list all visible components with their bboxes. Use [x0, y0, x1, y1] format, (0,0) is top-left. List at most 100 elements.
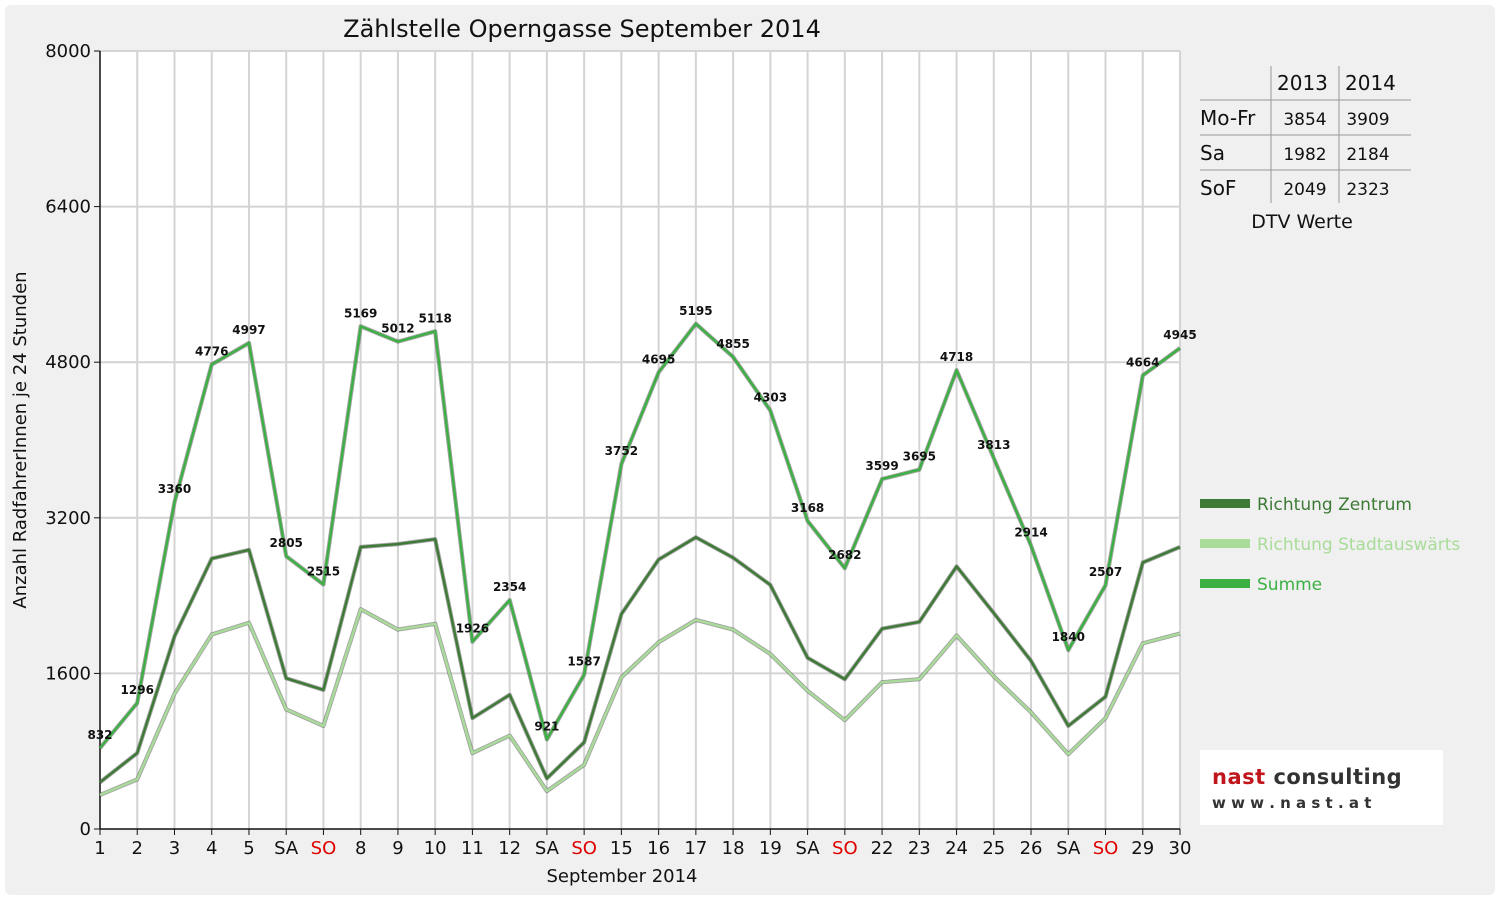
logo-word-nast: nast [1212, 765, 1266, 789]
x-tick-label: 25 [982, 838, 1005, 859]
logo-panel [1200, 750, 1443, 825]
series-line-0 [99, 536, 1181, 784]
chart-title: Zählstelle Operngasse September 2014 [343, 15, 821, 43]
plot-background [100, 51, 1180, 829]
x-tick-label: 24 [945, 838, 968, 859]
y-tick-label: 6400 [45, 197, 91, 218]
data-label: 2507 [1089, 565, 1122, 579]
data-label: 4303 [754, 391, 787, 405]
table-row-label: Mo-Fr [1200, 106, 1256, 130]
series-line-1 [99, 608, 1181, 797]
data-label: 3168 [791, 501, 824, 515]
x-tick-label: 22 [871, 838, 894, 859]
x-tick-label: 23 [908, 838, 931, 859]
table-cell: 2184 [1346, 145, 1389, 165]
data-label: 3695 [903, 450, 936, 464]
legend-swatch [1200, 579, 1250, 588]
x-tick-label: 29 [1131, 838, 1154, 859]
data-label: 5195 [679, 304, 712, 318]
x-axis-label: September 2014 [546, 866, 697, 887]
x-tick-label: 26 [1020, 838, 1043, 859]
data-label: 1587 [567, 655, 600, 669]
data-label: 2354 [493, 580, 526, 594]
company-logo: nast consulting w w w . n a s t . a t [1200, 750, 1443, 825]
data-label: 4945 [1163, 328, 1196, 342]
x-tick-label: 11 [461, 838, 484, 859]
data-label: 3599 [865, 459, 898, 473]
data-label: 4664 [1126, 355, 1159, 369]
table-cell: 2049 [1283, 180, 1326, 200]
table-cell: 3854 [1283, 110, 1326, 130]
data-label: 1926 [456, 622, 489, 636]
logo-url: w w w . n a s t . a t [1212, 794, 1371, 812]
y-axis-label: Anzahl RadfahrerInnen je 24 Stunden [10, 271, 31, 608]
legend: Richtung Zentrum Richtung Stadtauswärts Su… [1200, 495, 1460, 595]
y-tick-label: 3200 [45, 508, 91, 529]
legend-label: Richtung Stadtauswärts [1257, 535, 1460, 555]
data-label: 4718 [940, 350, 973, 364]
y-tick-label: 0 [80, 819, 91, 840]
x-tick-label: SA [274, 838, 299, 859]
x-tick-label: 3 [169, 838, 180, 859]
x-tick-label: SA [1056, 838, 1081, 859]
table-cell: 3909 [1346, 110, 1389, 130]
series-line-2 [99, 322, 1181, 749]
table-header: 2014 [1345, 71, 1396, 95]
legend-swatch [1200, 539, 1250, 548]
x-tick-label: 5 [243, 838, 254, 859]
table-row-label: SoF [1200, 176, 1236, 200]
x-tick-label: 8 [355, 838, 366, 859]
x-tick-label: SO [1093, 838, 1119, 859]
data-label: 4855 [716, 337, 749, 351]
data-label: 2682 [828, 548, 861, 562]
data-label: 5012 [381, 322, 414, 336]
data-label: 832 [87, 728, 112, 742]
x-tick-label: SA [796, 838, 821, 859]
x-tick-label: 15 [610, 838, 633, 859]
x-tick-label: 30 [1169, 838, 1192, 859]
table-header: 2013 [1277, 71, 1328, 95]
table-cell: 1982 [1283, 145, 1326, 165]
data-label: 2805 [270, 536, 303, 550]
x-tick-label: 1 [94, 838, 105, 859]
x-tick-label: 16 [647, 838, 670, 859]
x-tick-label: 12 [498, 838, 521, 859]
data-label: 1840 [1052, 630, 1085, 644]
data-label: 1296 [121, 683, 154, 697]
x-tick-label: 2 [132, 838, 143, 859]
x-tick-label: 4 [206, 838, 217, 859]
data-label: 4695 [642, 352, 675, 366]
logo-word-consulting: consulting [1266, 765, 1403, 789]
x-tick-label: 9 [392, 838, 403, 859]
legend-label: Summe [1257, 575, 1322, 595]
x-tick-label: 17 [684, 838, 707, 859]
x-tick-label: SA [535, 838, 560, 859]
data-label: 2914 [1014, 526, 1047, 540]
data-label: 3813 [977, 438, 1010, 452]
data-label: 3752 [605, 444, 638, 458]
legend-swatch [1200, 499, 1250, 508]
x-tick-label: 18 [722, 838, 745, 859]
data-label: 4776 [195, 345, 228, 359]
y-tick-label: 4800 [45, 352, 91, 373]
data-label: 5169 [344, 306, 377, 320]
data-label: 5118 [418, 311, 451, 325]
data-label: 3360 [158, 482, 191, 496]
legend-label: Richtung Zentrum [1257, 495, 1412, 515]
x-tick-label: 10 [424, 838, 447, 859]
table-caption: DTV Werte [1251, 211, 1353, 233]
y-tick-label: 8000 [45, 41, 91, 62]
logo-wordmark: nast consulting [1212, 765, 1402, 789]
dtv-table: 2013 2014 Mo-Fr 3854 3909 Sa 1982 2184 SoF 2049 23… [1200, 66, 1411, 233]
data-label: 921 [534, 719, 559, 733]
x-tick-label: SO [832, 838, 858, 859]
table-row-label: Sa [1200, 141, 1225, 165]
data-label: 2515 [307, 564, 340, 578]
data-label: 4997 [232, 323, 265, 337]
y-tick-label: 1600 [45, 663, 91, 684]
x-tick-label: SO [311, 838, 337, 859]
x-tick-label: 19 [759, 838, 782, 859]
x-tick-label: SO [571, 838, 597, 859]
